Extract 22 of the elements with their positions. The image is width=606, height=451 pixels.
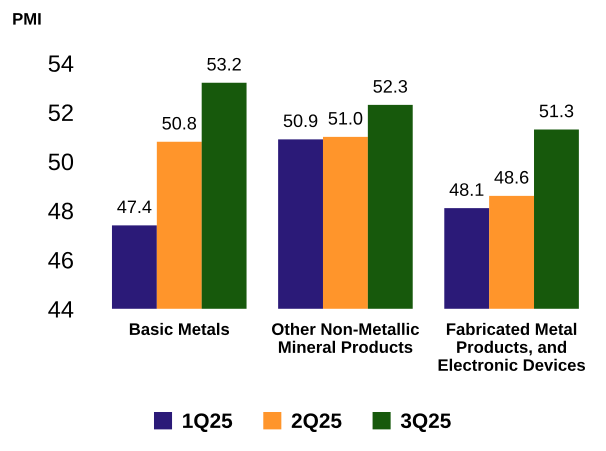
y-axis-title: PMI xyxy=(13,13,41,25)
data-label: 48.1 xyxy=(450,183,484,196)
legend-label: 3Q25 xyxy=(400,413,451,432)
x-tick-label: Other Non-Metallic Mineral Products xyxy=(272,322,420,354)
data-label: 51.3 xyxy=(540,104,574,118)
legend-label: 2Q25 xyxy=(292,413,342,432)
data-label: 50.9 xyxy=(284,114,318,128)
data-label: 53.2 xyxy=(207,58,241,71)
y-tick-label: 44 xyxy=(48,301,74,318)
data-label: 48.6 xyxy=(494,170,528,184)
y-tick-label: 50 xyxy=(48,154,74,170)
data-label: 50.8 xyxy=(162,116,196,130)
data-label: 47.4 xyxy=(117,200,152,214)
y-tick-label: 46 xyxy=(48,252,73,269)
y-tick-label: 52 xyxy=(48,104,73,122)
x-tick-label: Basic Metals xyxy=(130,322,230,336)
y-tick-label: 48 xyxy=(48,202,73,220)
data-label: 52.3 xyxy=(373,80,408,93)
x-tick-label: Fabricated Metal Products, and Electronic Devices xyxy=(438,322,586,371)
data-label: 51.0 xyxy=(328,112,362,125)
legend-label: 1Q25 xyxy=(183,413,232,432)
y-tick-label: 54 xyxy=(48,55,74,72)
